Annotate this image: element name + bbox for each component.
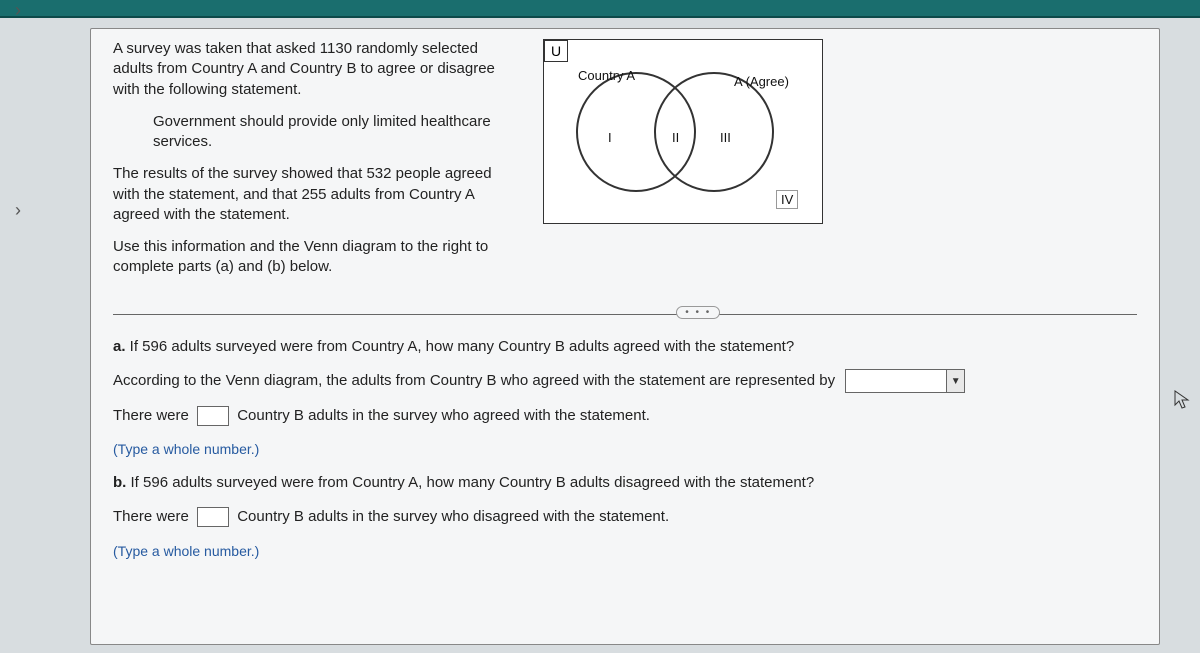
part-a-question: a. If 596 adults surveyed were from Coun… bbox=[113, 333, 1137, 362]
part-a-line2: According to the Venn diagram, the adult… bbox=[113, 367, 1137, 396]
part-a-label: a. bbox=[113, 338, 126, 355]
venn-region-III: III bbox=[720, 130, 731, 145]
question-panel: A survey was taken that asked 1130 rando… bbox=[90, 28, 1160, 645]
part-a-line3-post: Country B adults in the survey who agree… bbox=[233, 407, 650, 424]
intro-p1: A survey was taken that asked 1130 rando… bbox=[113, 39, 513, 100]
venn-label-countryA: Country A bbox=[578, 68, 635, 83]
hint-a: (Type a whole number.) bbox=[113, 436, 1137, 463]
part-b-line2-pre: There were bbox=[113, 508, 193, 525]
venn-region-IV: IV bbox=[776, 190, 798, 209]
part-b-question: b. If 596 adults surveyed were from Coun… bbox=[113, 469, 1137, 498]
part-b-line2: There were Country B adults in the surve… bbox=[113, 503, 1137, 532]
venn-universe-label: U bbox=[544, 40, 568, 62]
nav-chevron-top[interactable]: › bbox=[15, 0, 21, 21]
nav-chevron-mid[interactable]: › bbox=[15, 200, 21, 221]
expand-dots-button[interactable]: • • • bbox=[676, 306, 720, 319]
intro-p2: The results of the survey showed that 53… bbox=[113, 164, 513, 225]
cursor-icon bbox=[1174, 390, 1190, 415]
region-dropdown[interactable]: ▼ bbox=[845, 369, 965, 393]
question-block: a. If 596 adults surveyed were from Coun… bbox=[113, 333, 1137, 565]
part-b-label: b. bbox=[113, 474, 126, 491]
part-a-line2-pre: According to the Venn diagram, the adult… bbox=[113, 372, 835, 389]
part-b-line2-post: Country B adults in the survey who disag… bbox=[233, 508, 669, 525]
venn-region-II: II bbox=[672, 130, 679, 145]
venn-label-agree: A (Agree) bbox=[734, 74, 789, 89]
answer-b-input[interactable] bbox=[197, 507, 229, 527]
intro-statement: Government should provide only limited h… bbox=[153, 112, 513, 153]
part-b-text: If 596 adults surveyed were from Country… bbox=[126, 474, 814, 491]
intro-text: A survey was taken that asked 1130 rando… bbox=[113, 39, 513, 290]
venn-region-I: I bbox=[608, 130, 612, 145]
header-bar bbox=[0, 0, 1200, 18]
dropdown-arrow-icon[interactable]: ▼ bbox=[946, 370, 964, 392]
intro-row: A survey was taken that asked 1130 rando… bbox=[113, 39, 1137, 290]
venn-diagram: U Country A A (Agree) I II III IV bbox=[543, 39, 823, 224]
intro-p3: Use this information and the Venn diagra… bbox=[113, 237, 513, 278]
section-divider: • • • bbox=[113, 314, 1137, 315]
hint-b: (Type a whole number.) bbox=[113, 538, 1137, 565]
answer-a-input[interactable] bbox=[197, 406, 229, 426]
part-a-text: If 596 adults surveyed were from Country… bbox=[126, 338, 795, 355]
part-a-line3: There were Country B adults in the surve… bbox=[113, 402, 1137, 431]
divider-line bbox=[113, 314, 1137, 315]
part-a-line3-pre: There were bbox=[113, 407, 193, 424]
